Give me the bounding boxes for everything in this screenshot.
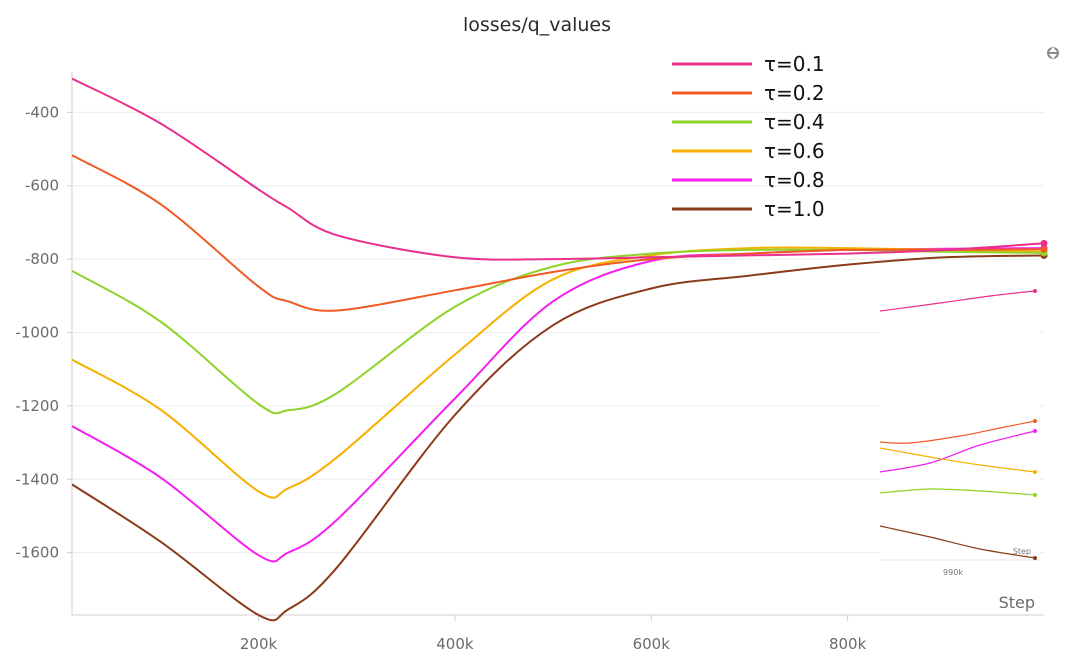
- legend-entry[interactable]: τ=0.4: [764, 110, 825, 134]
- series-line: [71, 254, 1045, 622]
- y-tick-label: -1600: [15, 544, 59, 562]
- inset-endpoint: [1033, 470, 1037, 474]
- y-tick-label: -600: [25, 177, 59, 195]
- inset-x-tick-label: 990k: [943, 568, 963, 577]
- legend-entry[interactable]: τ=1.0: [764, 197, 825, 221]
- series-endpoints: [1040, 239, 1048, 259]
- series-endpoint: [1040, 245, 1048, 253]
- x-tick-label: 200k: [240, 635, 278, 653]
- series-endpoint: [1040, 239, 1048, 247]
- chart-title: losses/q_values: [463, 14, 611, 36]
- series-line: [71, 77, 1045, 261]
- inset-endpoint: [1033, 556, 1037, 560]
- inset-x-label: Step: [1013, 547, 1031, 556]
- inset-endpoint: [1033, 289, 1037, 293]
- x-tick-label: 800k: [829, 635, 867, 653]
- legend-entry[interactable]: τ=0.1: [764, 52, 825, 76]
- y-tick-label: -400: [25, 103, 59, 121]
- y-tick-label: -1200: [15, 397, 59, 415]
- inset-zoom: 990k Step: [879, 270, 1040, 577]
- legend[interactable]: τ=0.1 τ=0.2 τ=0.4 τ=0.6 τ=0.8 τ=1.0: [672, 52, 825, 221]
- y-tick-label: -1400: [15, 470, 59, 488]
- series-lines: [71, 77, 1045, 622]
- inset-background: [880, 270, 1040, 570]
- x-tick-label: 400k: [436, 635, 474, 653]
- inset-line: [879, 290, 1036, 312]
- x-tick-label: 600k: [633, 635, 671, 653]
- inset-line: [879, 420, 1036, 444]
- series-line: [71, 246, 1045, 499]
- inset-line: [879, 430, 1036, 473]
- inset-lines: [879, 289, 1037, 560]
- inset-endpoint: [1033, 493, 1037, 497]
- y-tick-label: -1000: [15, 323, 59, 341]
- x-axis-label: Step: [999, 593, 1035, 612]
- legend-entry[interactable]: τ=0.2: [764, 81, 825, 105]
- inset-line: [879, 447, 1036, 473]
- y-tick-label: -800: [25, 250, 59, 268]
- inset-endpoint: [1033, 429, 1037, 433]
- legend-entry[interactable]: τ=0.8: [764, 168, 825, 192]
- series-line: [71, 154, 1045, 312]
- legend-entry[interactable]: τ=0.6: [764, 139, 825, 163]
- inset-endpoint: [1033, 419, 1037, 423]
- up-down-arrows-icon[interactable]: [1047, 47, 1059, 59]
- y-axis-ticks: -400 -600 -800 -1000 -1200 -1400 -1600: [15, 103, 72, 562]
- x-axis-ticks: 200k 400k 600k 800k: [240, 615, 867, 653]
- inset-line: [879, 488, 1036, 496]
- inset-line: [879, 525, 1036, 559]
